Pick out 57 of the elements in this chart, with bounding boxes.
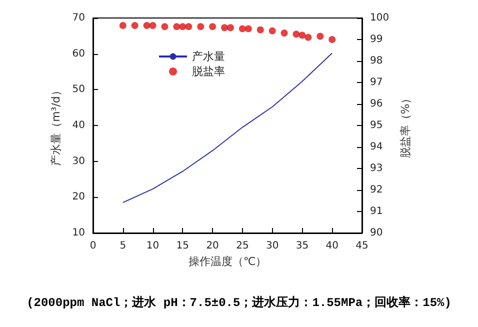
y2-tick-label: 90 xyxy=(370,228,383,238)
point xyxy=(256,26,264,34)
x-tick-label: 5 xyxy=(120,240,126,252)
point xyxy=(161,23,168,30)
y-tick-label: 70 xyxy=(72,12,85,24)
x-tick-label: 20 xyxy=(206,240,219,252)
point xyxy=(197,23,204,30)
y2-tick-label: 95 xyxy=(370,120,383,131)
x-axis-title: 操作温度（℃） xyxy=(188,254,267,268)
y2-tick-label: 97 xyxy=(370,77,383,88)
point xyxy=(292,30,300,38)
y2-tick-label: 98 xyxy=(370,56,383,66)
y-axis-title: 产水量（m³/d） xyxy=(49,85,62,166)
legend-label: 产水量 xyxy=(192,50,225,63)
x-tick-label: 45 xyxy=(356,240,368,252)
point xyxy=(298,32,306,39)
line-series xyxy=(122,52,333,204)
x-tick-label: 25 xyxy=(236,240,249,252)
y-tick-label: 40 xyxy=(72,120,85,131)
x-tick-label: 15 xyxy=(176,240,190,252)
y-tick-label: 30 xyxy=(72,156,85,167)
point xyxy=(238,25,246,32)
point xyxy=(280,30,288,37)
point xyxy=(221,24,228,32)
text: (2000ppm NaCl；进水 pH：7.5±0.5；进水压力：1.55MPa；回收率：15%) xyxy=(26,295,452,310)
y2-tick-label: 93 xyxy=(370,163,383,174)
point xyxy=(173,23,180,30)
y2-axis-title: 脱盐率（%） xyxy=(398,92,412,158)
y-tick-label: 50 xyxy=(72,84,85,96)
point xyxy=(244,25,252,32)
y-tick-label: 60 xyxy=(72,48,85,60)
point xyxy=(185,23,192,30)
x-tick-label: 30 xyxy=(266,240,279,252)
x-tick-label: 0 xyxy=(90,240,96,252)
point xyxy=(149,22,156,30)
point xyxy=(316,32,324,40)
point xyxy=(304,34,312,41)
x-tick-label: 10 xyxy=(146,240,160,252)
point xyxy=(119,22,126,30)
x-tick-label: 35 xyxy=(296,240,309,252)
y2-tick-label: 99 xyxy=(370,34,383,45)
point xyxy=(143,22,150,30)
point xyxy=(268,27,276,34)
y2-tick-label: 92 xyxy=(370,184,383,196)
y2-tick-label: 94 xyxy=(370,142,383,152)
x-tick-label: 40 xyxy=(326,240,338,252)
y2-tick-label: 96 xyxy=(370,98,383,110)
point xyxy=(209,23,216,30)
point xyxy=(179,23,186,30)
point xyxy=(131,22,138,30)
y2-tick-label: 100 xyxy=(370,12,390,24)
y-tick-label: 10 xyxy=(72,228,85,238)
point xyxy=(226,24,234,32)
y-tick-label: 20 xyxy=(72,192,85,203)
legend-label: 脱盐率 xyxy=(192,65,225,78)
y2-tick-label: 91 xyxy=(370,206,383,217)
point xyxy=(328,36,336,43)
